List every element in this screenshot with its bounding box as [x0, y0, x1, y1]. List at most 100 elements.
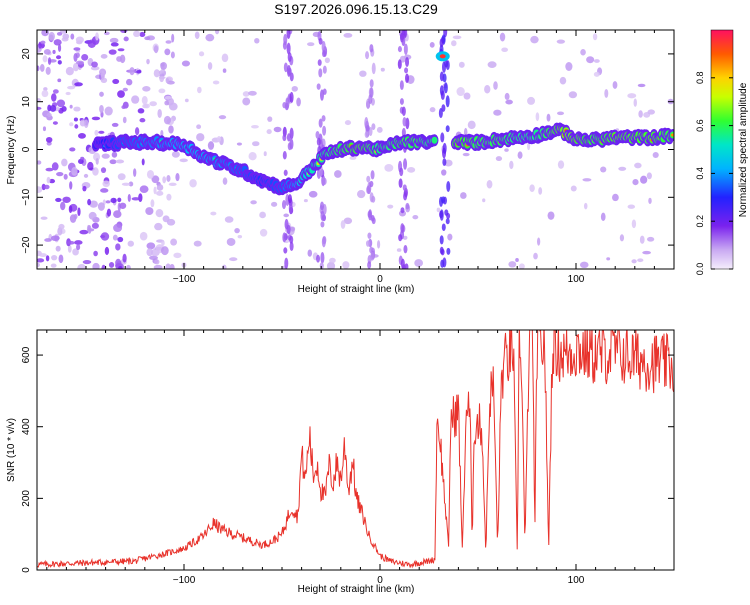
noise-streak: [320, 221, 325, 228]
colorbar-ticks: 0.0 0.2 0.4 0.6 0.8: [695, 72, 733, 275]
noise-blob: [224, 216, 234, 223]
noise-blob: [154, 222, 163, 231]
noise-blob: [154, 259, 160, 265]
noise-blob: [633, 98, 637, 107]
noise-streak: [405, 202, 410, 210]
noise-blob: [82, 259, 92, 265]
noise-blob: [128, 181, 134, 187]
noise-blob: [193, 240, 202, 247]
noise-streak: [282, 151, 287, 160]
noise-blob: [156, 184, 164, 191]
noise-blob: [579, 261, 589, 269]
noise-blob: [157, 108, 162, 118]
noise-blob: [412, 214, 419, 220]
noise-blob: [376, 126, 383, 133]
noise-blob: [53, 39, 62, 46]
noise-blob: [508, 261, 517, 268]
y-tick-label: 0: [21, 567, 32, 573]
noise-blob: [47, 57, 52, 65]
noise-blob: [164, 95, 172, 100]
noise-blob: [604, 88, 609, 98]
noise-streak: [286, 30, 291, 40]
noise-blob: [69, 181, 73, 190]
noise-streak: [398, 234, 403, 242]
noise-blob: [45, 136, 53, 143]
noise-blob: [407, 167, 416, 173]
noise-blob: [307, 42, 315, 47]
noise-blob: [606, 257, 611, 261]
noise-streak: [439, 38, 444, 48]
noise-blob: [165, 263, 171, 269]
noise-blob: [637, 258, 644, 263]
noise-blob: [99, 104, 104, 114]
noise-blob: [205, 33, 215, 42]
noise-blob: [66, 240, 75, 245]
noise-blob: [87, 198, 92, 206]
noise-streak: [439, 235, 444, 245]
noise-blob: [384, 163, 394, 172]
noise-blob: [87, 39, 96, 48]
noise-blob: [158, 76, 166, 80]
noise-blob: [121, 105, 126, 110]
noise-streak: [446, 180, 451, 193]
colorbar-tick-label: 0.6: [695, 119, 705, 132]
noise-blob: [119, 202, 127, 209]
noise-streak: [404, 67, 409, 74]
noise-blob: [37, 65, 40, 72]
noise-blob: [593, 59, 600, 63]
noise-streak: [366, 175, 371, 183]
noise-streak: [283, 169, 288, 176]
noise-streak: [445, 218, 450, 225]
noise-streak: [441, 223, 446, 232]
noise-blob: [51, 93, 57, 102]
noise-streak: [287, 142, 292, 151]
noise-blob: [117, 236, 124, 243]
noise-blob: [487, 61, 497, 69]
noise-blob: [652, 152, 659, 159]
noise-streak: [438, 108, 443, 119]
noise-blob: [631, 259, 637, 264]
noise-blob: [109, 37, 119, 44]
noise-blob: [160, 246, 169, 256]
y-tick-label: 10: [21, 96, 32, 108]
noise-streak: [444, 209, 449, 216]
noise-streak: [289, 91, 294, 103]
noise-blob: [166, 218, 176, 226]
noise-blob: [62, 196, 71, 203]
noise-streak: [321, 236, 326, 248]
noise-blob: [486, 180, 493, 189]
noise-blob: [74, 82, 83, 87]
noise-streak: [440, 90, 445, 101]
noise-blob: [161, 240, 165, 246]
noise-streak: [366, 185, 371, 194]
noise-blob: [113, 223, 123, 233]
noise-blob: [73, 106, 81, 112]
noise-blob: [559, 76, 567, 85]
snr-panel: −100 0 100 0 200 400 600 Height of straight li…: [6, 329, 675, 595]
noise-blob: [48, 178, 56, 184]
noise-blob: [55, 245, 61, 252]
noise-blob: [493, 109, 502, 116]
noise-blob: [248, 90, 257, 96]
noise-blob: [207, 62, 213, 70]
noise-blob: [97, 202, 105, 211]
noise-blob: [61, 37, 69, 42]
noise-blob: [99, 91, 104, 97]
noise-blob: [155, 209, 164, 218]
noise-blob: [160, 130, 164, 137]
noise-streak: [286, 224, 291, 235]
noise-blob: [56, 55, 62, 60]
noise-streak: [368, 94, 373, 105]
noise-blob: [111, 122, 119, 127]
noise-blob: [307, 249, 313, 257]
noise-streak: [368, 209, 373, 221]
noise-streak: [285, 97, 290, 110]
noise-blob: [123, 36, 129, 42]
noise-blob: [101, 264, 106, 269]
noise-streak: [371, 62, 376, 75]
noise-blob: [501, 47, 509, 52]
noise-streak: [445, 95, 450, 108]
noise-streak: [440, 132, 445, 143]
noise-blob: [556, 39, 566, 44]
